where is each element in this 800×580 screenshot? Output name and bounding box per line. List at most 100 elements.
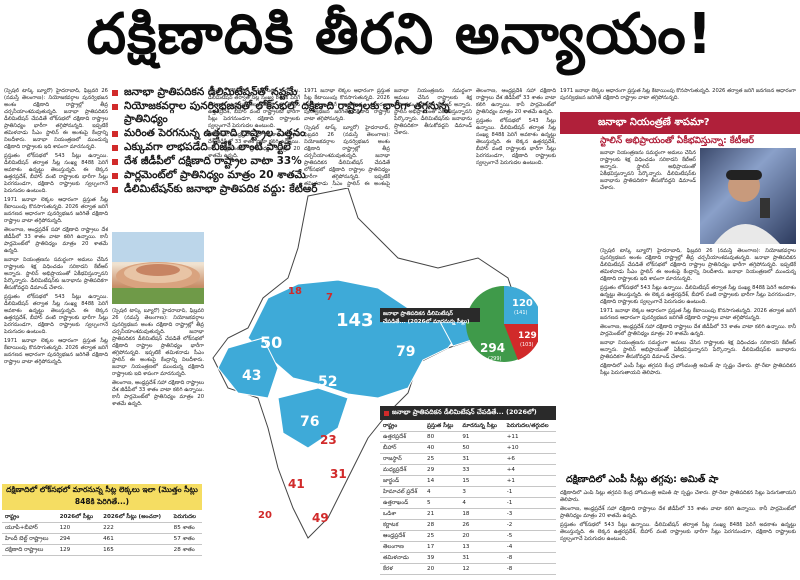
paragraph: 1971 జనాభా లెక్కల ఆధారంగా ప్రస్తుత సీట్ల… xyxy=(560,88,796,101)
article-column-5: తెలంగాణ, ఆంధ్రప్రదేశ్ సహా దక్షిణాది రాష్… xyxy=(476,88,556,228)
key-point: మరింత పెరగనున్న ఉత్తరాది రాష్ట్రాల పెత్త… xyxy=(112,127,472,140)
table-row: జార్ఖండ్ 14 15 +1 xyxy=(380,475,556,487)
table-row: ఉత్తరప్రదేశ్ 80 91 +11 xyxy=(380,431,556,443)
paragraph: (స్పెషల్ టాస్క్ బ్యూరో) హైదరాబాద్, ఫిబ్ర… xyxy=(112,308,204,377)
column-header: పెరుగుదల/తగ్గుదల xyxy=(503,421,556,432)
article-column-1: (స్పెషల్ టాస్క్ బ్యూరో) హైదరాబాద్, ఫిబ్ర… xyxy=(4,88,108,480)
bullet-icon xyxy=(384,410,389,416)
article-column-3: 1971 జనాభా లెక్కల ఆధారంగా ప్రస్తుత సీట్ల… xyxy=(304,88,390,188)
pie-label: 294 xyxy=(480,341,505,355)
paragraph: తెలంగాణ, ఆంధ్రప్రదేశ్ సహా దక్షిణాది రాష్… xyxy=(476,88,556,115)
paragraph: 1971 జనాభా లెక్కల ఆధారంగా ప్రస్తుత సీట్ల… xyxy=(304,88,390,122)
paragraph: ప్రస్తుతం లోక్‌సభలో 543 సీట్లు ఉన్నాయి. … xyxy=(208,88,300,129)
pie-label: (299) xyxy=(488,356,501,362)
article-column-2: ప్రస్తుతం లోక్‌సభలో 543 సీట్లు ఉన్నాయి. … xyxy=(208,88,300,188)
bullet-icon xyxy=(112,159,118,165)
map-label: 41 xyxy=(288,477,305,491)
table-row: కర్ణాటక 28 26 -2 xyxy=(380,519,556,531)
bullet-icon xyxy=(112,131,118,137)
article-column-10: దక్షిణాదిలో ఎంపీ సీట్లు తగ్గవని కేంద్ర హ… xyxy=(560,490,796,576)
table-row: దక్షిణాది రాష్ట్రాలు 129 165 28 శాతం xyxy=(2,544,202,556)
table-row: తెలంగాణ 17 13 -4 xyxy=(380,541,556,553)
paragraph: తెలంగాణ, ఆంధ్రప్రదేశ్ సహా దక్షిణాది రాష్… xyxy=(600,324,796,337)
map-label: 20 xyxy=(258,510,272,521)
paragraph: (స్పెషల్ టాస్క్ బ్యూరో) హైదరాబాద్, ఫిబ్ర… xyxy=(4,88,108,150)
paragraph: 1971 జనాభా లెక్కల ఆధారంగా ప్రస్తుత సీట్ల… xyxy=(4,338,108,365)
map-label: 31 xyxy=(330,467,347,481)
map-label: 143 xyxy=(336,310,374,331)
left-table: రాష్ట్రం 2026లో సీట్లు 2026లో సీట్లు (అం… xyxy=(2,512,202,556)
paragraph: దక్షిణాదిలో ఎంపీ సీట్లు తగ్గవని కేంద్ర హ… xyxy=(600,363,796,376)
table-row: రాజస్థాన్ 25 31 +6 xyxy=(380,453,556,465)
map-label: 49 xyxy=(312,511,329,525)
paragraph: ప్రస్తుతం లోక్‌సభలో 543 సీట్లు ఉన్నాయి. … xyxy=(4,294,108,335)
map-caption: జనాభా ప్రాతిపదికన డీలిమిటేషన్ చేపడితే...… xyxy=(380,308,480,325)
column-header: పెరుగుదల xyxy=(170,512,202,523)
bullet-icon xyxy=(112,145,118,151)
pie-label: 120 xyxy=(512,298,533,309)
map-label: 43 xyxy=(242,368,261,384)
article-column-8: జనాభా నియంత్రణను సమర్థంగా అమలు చేసిన రాష… xyxy=(600,150,696,246)
table-row: తమిళనాడు 39 31 -8 xyxy=(380,552,556,564)
column-header: రాష్ట్రం xyxy=(2,512,57,523)
bullet-icon xyxy=(112,173,118,179)
india-map: 50 143 79 43 52 76 18 7 23 31 41 49 20 1… xyxy=(208,187,543,548)
key-points: జనాభా ప్రాతిపదికన డీలిమిటేషన్‌తో నష్టమే … xyxy=(112,86,472,232)
paragraph: జనాభా నియంత్రణను సమర్థంగా అమలు చేసిన రాష… xyxy=(394,88,472,136)
key-point: జనాభా ప్రాతిపదికన డీలిమిటేషన్‌తో నష్టమే xyxy=(112,86,472,99)
bullet-icon xyxy=(112,104,118,110)
key-point: డీలిమిటేషన్‌కు జనాభా ప్రాతిపదిక వద్దు: క… xyxy=(112,183,472,196)
column-header: మారనున్న సీట్లు xyxy=(459,421,504,432)
section-banner: జనాభా నియంత్రణే శాపమా? xyxy=(560,112,800,134)
article-column-9: (స్పెషల్ టాస్క్ బ్యూరో) హైదరాబాద్, ఫిబ్ర… xyxy=(600,248,796,472)
map-label: 7 xyxy=(326,292,333,303)
paragraph: ప్రస్తుతం లోక్‌సభలో 543 సీట్లు ఉన్నాయి. … xyxy=(560,522,796,542)
paragraph: (స్పెషల్ టాస్క్ బ్యూరో) హైదరాబాద్, ఫిబ్ర… xyxy=(600,248,796,282)
pie-label: (103) xyxy=(520,342,533,348)
key-point: ఎక్కువగా లాభపడేది బీజేపీ లాంటి పార్టీలే xyxy=(112,141,472,154)
table-header-row: రాష్ట్రం 2026లో సీట్లు 2026లో సీట్లు (అం… xyxy=(2,512,202,523)
pie-label: (141) xyxy=(514,310,527,316)
map-label: 23 xyxy=(320,433,337,447)
map-label: 76 xyxy=(300,414,319,430)
table-row: హిందీ బెల్ట్ రాష్ట్రాలు 294 461 57 శాతం xyxy=(2,533,202,545)
table-row: కేరళ 20 12 -8 xyxy=(380,563,556,575)
paragraph: ప్రస్తుతం లోక్‌సభలో 543 సీట్లు ఉన్నాయి. … xyxy=(4,153,108,194)
article-column-7: 1971 జనాభా లెక్కల ఆధారంగా ప్రస్తుత సీట్ల… xyxy=(560,88,796,110)
table-row: ఆంధ్రప్రదేశ్ 25 20 -5 xyxy=(380,530,556,542)
section-heading: దక్షిణాదిలో ఎంపీ సీట్లు తగ్గవు: అమిత్ షా xyxy=(566,474,719,485)
paragraph: తెలంగాణ, ఆంధ్రప్రదేశ్ సహా దక్షిణాది రాష్… xyxy=(208,132,300,159)
paragraph: 1971 జనాభా లెక్కల ఆధారంగా ప్రస్తుత సీట్ల… xyxy=(4,197,108,224)
paragraph: ప్రస్తుతం లోక్‌సభలో 543 సీట్లు ఉన్నాయి. … xyxy=(476,118,556,166)
column-header: 2026లో సీట్లు xyxy=(56,512,101,523)
column-header: ప్రస్తుత సీట్లు xyxy=(424,421,460,432)
right-table: రాష్ట్రం ప్రస్తుత సీట్లు మారనున్న సీట్లు… xyxy=(380,421,556,575)
table-row: మధ్యప్రదేశ్ 29 33 +4 xyxy=(380,464,556,476)
map-label: 52 xyxy=(318,374,337,390)
column-header: రాష్ట్రం xyxy=(380,421,425,432)
paragraph: తెలంగాణ, ఆంధ్రప్రదేశ్ సహా దక్షిణాది రాష్… xyxy=(560,506,796,519)
right-table-title: జనాభా ప్రాతిపదికన డీలిమిటేషన్ చేపడితే...… xyxy=(380,406,556,420)
column-header: 2026లో సీట్లు (అంచనా) xyxy=(100,512,171,523)
map-label: 79 xyxy=(396,344,415,360)
paragraph: 1971 జనాభా లెక్కల ఆధారంగా ప్రస్తుత సీట్ల… xyxy=(600,308,796,321)
table-row: బీహార్ 40 50 +10 xyxy=(380,442,556,454)
paragraph: ప్రస్తుతం లోక్‌సభలో 543 సీట్లు ఉన్నాయి. … xyxy=(600,285,796,305)
key-point: దేశ జీడీపీలో దక్షిణాది రాష్ట్రాల వాటా 33… xyxy=(112,155,472,168)
map-label: 50 xyxy=(260,333,282,352)
paragraph: జనాభా నియంత్రణను సమర్థంగా అమలు చేసిన రాష… xyxy=(600,150,696,191)
ktr-photo xyxy=(700,148,796,244)
article-column-4: జనాభా నియంత్రణను సమర్థంగా అమలు చేసిన రాష… xyxy=(394,88,472,188)
page-headline: దక్షిణాదికి తీరని అన్యాయం! xyxy=(86,1,714,67)
table-header-row: రాష్ట్రం ప్రస్తుత సీట్లు మారనున్న సీట్లు… xyxy=(380,421,556,432)
table-row: ఉత్తరాఖండ్ 5 4 -1 xyxy=(380,497,556,509)
paragraph: జనాభా నియంత్రణను సమర్థంగా అమలు చేసిన రాష… xyxy=(4,257,108,291)
pie-label: 129 xyxy=(518,331,537,341)
paragraph: (స్పెషల్ టాస్క్ బ్యూరో) హైదరాబాద్, ఫిబ్ర… xyxy=(304,125,390,187)
paragraph: దక్షిణాదిలో ఎంపీ సీట్లు తగ్గవని కేంద్ర హ… xyxy=(560,490,796,503)
bullet-icon xyxy=(112,90,118,96)
left-table-title: దక్షిణాదిలో లోక్‌సభలో మారనున్న సీట్ల లెక… xyxy=(2,484,202,510)
parliament-photo xyxy=(112,232,204,304)
bullet-icon xyxy=(112,187,118,193)
map-label: 18 xyxy=(288,286,302,297)
